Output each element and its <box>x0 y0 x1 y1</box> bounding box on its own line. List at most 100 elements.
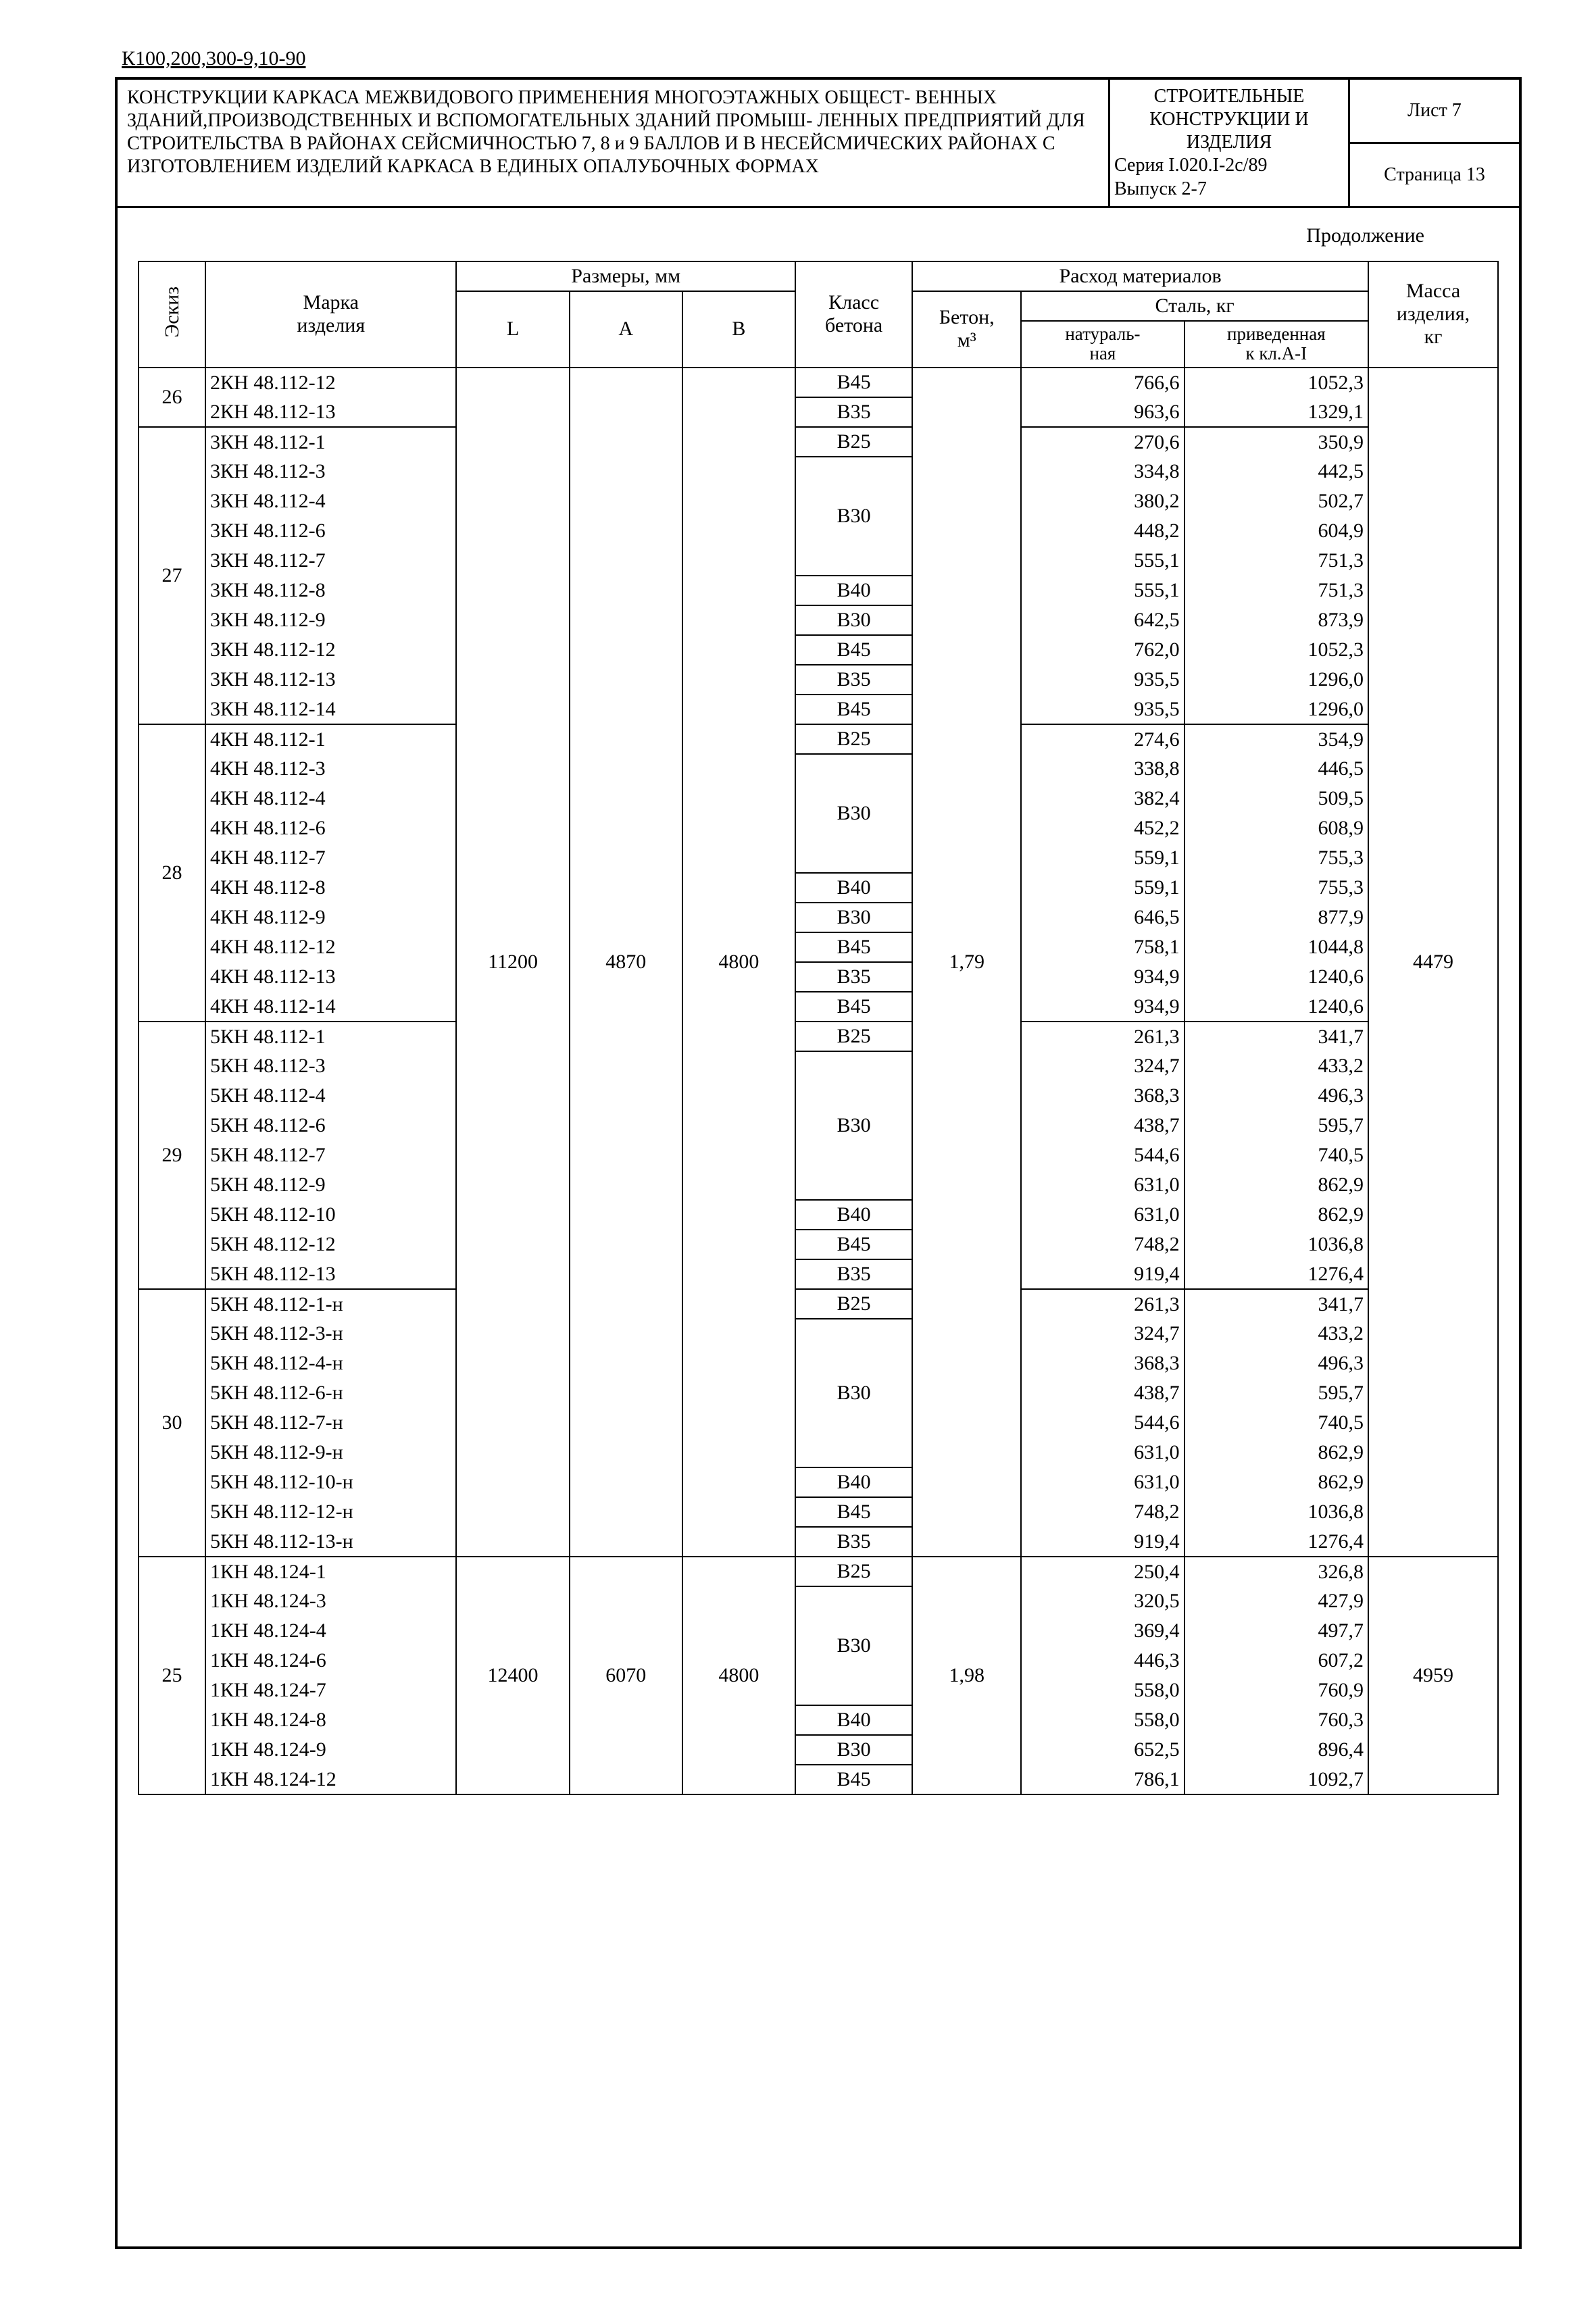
eskiz-cell: 30 <box>139 1289 205 1557</box>
steel-priv-cell: 760,3 <box>1184 1705 1368 1735</box>
dim-B: 4800 <box>682 368 795 1557</box>
steel-priv-cell: 1092,7 <box>1184 1765 1368 1794</box>
klass-cell: В30 <box>795 605 912 635</box>
marka-cell: 5КН 48.112-13 <box>205 1259 456 1289</box>
steel-nat-cell: 646,5 <box>1021 903 1184 932</box>
steel-priv-cell: 433,2 <box>1184 1319 1368 1349</box>
steel-priv-cell: 1276,4 <box>1184 1259 1368 1289</box>
steel-priv-cell: 326,8 <box>1184 1557 1368 1586</box>
steel-priv-cell: 496,3 <box>1184 1349 1368 1378</box>
klass-cell: В30 <box>795 903 912 932</box>
eskiz-cell: 26 <box>139 368 205 427</box>
th-L: L <box>456 291 569 368</box>
steel-priv-cell: 446,5 <box>1184 754 1368 784</box>
steel-nat-cell: 631,0 <box>1021 1438 1184 1467</box>
steel-nat-cell: 544,6 <box>1021 1140 1184 1170</box>
table-row: 3КН 48.112-3В30334,8442,5 <box>139 457 1498 486</box>
steel-nat-cell: 758,1 <box>1021 932 1184 962</box>
marka-cell: 1КН 48.124-4 <box>205 1616 456 1646</box>
steel-priv-cell: 341,7 <box>1184 1022 1368 1051</box>
steel-priv-cell: 341,7 <box>1184 1289 1368 1319</box>
dim-L: 12400 <box>456 1557 569 1794</box>
klass-cell: В45 <box>795 1230 912 1259</box>
steel-priv-cell: 1240,6 <box>1184 992 1368 1022</box>
steel-nat-cell: 652,5 <box>1021 1735 1184 1765</box>
dim-L: 11200 <box>456 368 569 1557</box>
marka-cell: 3КН 48.112-3 <box>205 457 456 486</box>
marka-cell: 1КН 48.124-9 <box>205 1735 456 1765</box>
table-row: 4КН 48.112-12В45758,11044,8 <box>139 932 1498 962</box>
marka-cell: 5КН 48.112-4-н <box>205 1349 456 1378</box>
klass-cell: В40 <box>795 873 912 903</box>
marka-cell: 3КН 48.112-6 <box>205 516 456 546</box>
steel-priv-cell: 760,9 <box>1184 1676 1368 1705</box>
steel-priv-cell: 1036,8 <box>1184 1497 1368 1527</box>
massa-cell: 4959 <box>1368 1557 1498 1794</box>
steel-nat-cell: 380,2 <box>1021 486 1184 516</box>
table-row: 3КН 48.112-9В30642,5873,9 <box>139 605 1498 635</box>
steel-priv-cell: 740,5 <box>1184 1140 1368 1170</box>
th-priv: приведеннаяк кл.А-I <box>1184 321 1368 368</box>
steel-priv-cell: 427,9 <box>1184 1586 1368 1616</box>
table-row: 5КН 48.112-3-нВ30324,7433,2 <box>139 1319 1498 1349</box>
steel-priv-cell: 755,3 <box>1184 843 1368 873</box>
table-row: 305КН 48.112-1-нВ25261,3341,7 <box>139 1289 1498 1319</box>
steel-nat-cell: 438,7 <box>1021 1378 1184 1408</box>
sheet-number: Лист 7 <box>1350 80 1519 144</box>
marka-cell: 5КН 48.112-3-н <box>205 1319 456 1349</box>
th-steel: Сталь, кг <box>1021 291 1368 321</box>
table-row: 1КН 48.124-8В40558,0760,3 <box>139 1705 1498 1735</box>
klass-cell: В35 <box>795 397 912 427</box>
marka-cell: 4КН 48.112-8 <box>205 873 456 903</box>
marka-cell: 5КН 48.112-1-н <box>205 1289 456 1319</box>
steel-nat-cell: 934,9 <box>1021 962 1184 992</box>
table-body: 262КН 48.112-121120048704800В451,79766,6… <box>139 368 1498 1794</box>
marka-cell: 5КН 48.112-10-н <box>205 1467 456 1497</box>
table-row: 2КН 48.112-13В35963,61329,1 <box>139 397 1498 427</box>
table-row: 4КН 48.112-13В35934,91240,6 <box>139 962 1498 992</box>
marka-cell: 4КН 48.112-4 <box>205 784 456 813</box>
title-description: КОНСТРУКЦИИ КАРКАСА МЕЖВИДОВОГО ПРИМЕНЕН… <box>118 80 1110 206</box>
klass-cell: В40 <box>795 1200 912 1230</box>
steel-nat-cell: 935,5 <box>1021 695 1184 724</box>
table-row: 262КН 48.112-121120048704800В451,79766,6… <box>139 368 1498 397</box>
eskiz-cell: 25 <box>139 1557 205 1794</box>
steel-priv-cell: 1296,0 <box>1184 665 1368 695</box>
marka-cell: 4КН 48.112-14 <box>205 992 456 1022</box>
marka-cell: 3КН 48.112-14 <box>205 695 456 724</box>
table-container: Эскиз Маркаизделия Размеры, мм Классбето… <box>118 261 1519 2246</box>
steel-nat-cell: 261,3 <box>1021 1289 1184 1319</box>
table-row: 4КН 48.112-14 В45 934,91240,6 <box>139 992 1498 1022</box>
steel-nat-cell: 320,5 <box>1021 1586 1184 1616</box>
th-beton: Бетон,м³ <box>912 291 1021 368</box>
steel-priv-cell: 877,9 <box>1184 903 1368 932</box>
title-block: КОНСТРУКЦИИ КАРКАСА МЕЖВИДОВОГО ПРИМЕНЕН… <box>118 80 1519 208</box>
marka-cell: 5КН 48.112-13-н <box>205 1527 456 1557</box>
steel-priv-cell: 1329,1 <box>1184 397 1368 427</box>
table-row: 251КН 48.124-11240060704800В251,98250,43… <box>139 1557 1498 1586</box>
table-row: 4КН 48.112-3В30338,8446,5 <box>139 754 1498 784</box>
steel-priv-cell: 751,3 <box>1184 576 1368 605</box>
beton-cell: 1,98 <box>912 1557 1021 1794</box>
klass-cell: В30 <box>795 1586 912 1705</box>
marka-cell: 1КН 48.124-8 <box>205 1705 456 1735</box>
marka-cell: 1КН 48.124-7 <box>205 1676 456 1705</box>
klass-cell: В35 <box>795 962 912 992</box>
steel-nat-cell: 631,0 <box>1021 1467 1184 1497</box>
steel-priv-cell: 862,9 <box>1184 1170 1368 1200</box>
title-page-info: Лист 7 Страница 13 <box>1350 80 1519 206</box>
marka-cell: 3КН 48.112-13 <box>205 665 456 695</box>
dim-A: 6070 <box>570 1557 682 1794</box>
table-row: 5КН 48.112-12В45748,21036,8 <box>139 1230 1498 1259</box>
steel-nat-cell: 250,4 <box>1021 1557 1184 1586</box>
steel-nat-cell: 642,5 <box>1021 605 1184 635</box>
document-frame: КОНСТРУКЦИИ КАРКАСА МЕЖВИДОВОГО ПРИМЕНЕН… <box>115 77 1522 2249</box>
klass-cell: В45 <box>795 992 912 1022</box>
steel-priv-cell: 595,7 <box>1184 1111 1368 1140</box>
steel-priv-cell: 496,3 <box>1184 1081 1368 1111</box>
klass-cell: В40 <box>795 576 912 605</box>
klass-cell: В35 <box>795 1527 912 1557</box>
klass-cell: В45 <box>795 1765 912 1794</box>
klass-cell: В40 <box>795 1705 912 1735</box>
steel-nat-cell: 934,9 <box>1021 992 1184 1022</box>
